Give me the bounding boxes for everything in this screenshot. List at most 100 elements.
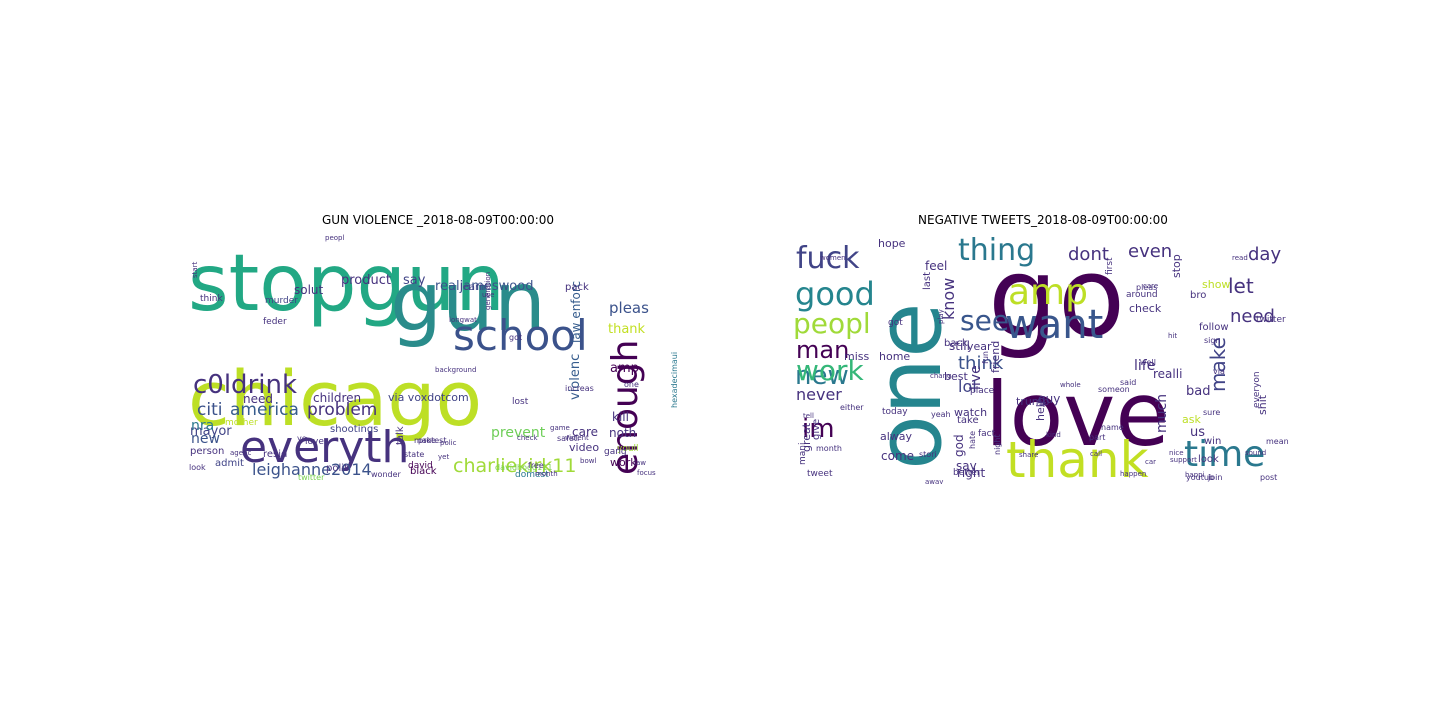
word-cloud-term: someon [1098,385,1130,394]
word-cloud-term: via voxdotcom [388,391,469,404]
word-cloud-term: women [820,254,846,262]
word-cloud-term: bowl [580,457,596,465]
word-cloud-term: back [944,338,968,349]
word-cloud-term: live [968,365,984,390]
word-cloud-term: yeah [931,410,951,419]
word-cloud-term: month [535,470,558,478]
word-cloud-term: let [1228,274,1254,298]
word-cloud-term: around [1126,290,1158,300]
word-cloud-term: whole [1060,381,1081,389]
word-cloud-term: friend [989,341,1002,373]
word-cloud-term: everyth [240,422,409,473]
word-cloud-term: peopl [325,234,344,242]
word-cloud-term: via [1213,367,1225,376]
word-cloud-term: safeti [557,434,579,443]
word-cloud-term: charliekirk11 [453,455,576,477]
word-cloud-term: gang [604,447,627,457]
word-cloud-term: youll [617,444,639,454]
word-cloud-term: pleas [1136,283,1157,292]
word-cloud-term: never [796,385,842,404]
word-cloud-term: check [517,434,538,442]
word-cloud-term: david [408,461,433,471]
word-cloud-term: wonder [371,470,402,479]
word-cloud-term: peopl [793,307,871,340]
word-cloud-term: know [939,278,958,320]
word-cloud-term: background [435,366,476,374]
word-cloud-term: love [305,437,324,447]
word-cloud-term: polit [326,463,348,474]
word-cloud-term: ye [297,434,307,443]
word-cloud-term: twitter [298,473,325,482]
word-cloud-term: year [967,340,992,353]
word-cloud-term: need [243,392,273,406]
word-cloud-term: think [958,353,1004,374]
word-cloud-term: mayor [190,424,232,439]
word-cloud-term: feel [925,259,947,273]
word-cloud-term: make [1206,337,1230,392]
word-cloud-term: solut [294,283,324,297]
word-cloud-term: call [1090,450,1102,458]
word-cloud-term: kind [1046,431,1061,439]
word-cloud-term: show [1202,278,1230,291]
word-cloud-term: name [1101,423,1124,432]
word-cloud-term: best [944,370,968,383]
word-cloud-term: alway [880,430,913,443]
word-cloud-term: talk [395,426,406,445]
word-cloud-term: work [796,354,865,387]
word-cloud-term: enough [605,340,646,475]
word-cloud-term: stori [919,450,937,459]
word-cloud-term: im [802,414,835,444]
word-cloud-term: one [857,303,962,470]
word-cloud-term: mother [225,418,258,428]
word-cloud-term: either [840,403,864,412]
word-cloud-term: polic [440,439,457,447]
word-cloud-term: pleas [609,299,649,317]
word-cloud-term: hope [878,237,906,250]
word-cloud-term: man [796,336,849,364]
word-cloud-term: guy [1038,392,1060,406]
word-cloud-term: day [1248,244,1281,265]
word-cloud-term: night [993,434,1002,455]
word-cloud-term: want [1005,302,1103,348]
word-cloud-term: amp [610,361,639,376]
word-cloud-term: follow [1199,322,1229,333]
word-cloud-term: say [403,273,426,288]
word-cloud-term: fact [978,429,996,439]
word-cloud-term: god [952,434,966,457]
word-cloud-term: great [800,422,813,452]
word-cloud-term: last [922,272,933,290]
word-cloud-term: make [414,436,436,445]
word-cloud-term: said [1120,378,1136,387]
word-cloud-term: got [509,333,522,342]
word-cloud-term: thank [1006,431,1149,484]
word-cloud-term: time [1184,434,1265,475]
word-cloud-term: play [937,309,945,324]
word-cloud-term: say [956,459,977,473]
word-cloud-term: everyon [1252,371,1262,408]
word-cloud-term: check [1129,302,1162,315]
word-cloud-term: post [1260,473,1277,482]
word-cloud-term: chicago [188,354,482,443]
word-cloud-term: right [957,466,985,480]
word-cloud-term: citi [197,400,222,420]
word-cloud-term: yet [438,453,449,461]
word-cloud-term: part [1089,433,1105,442]
word-cloud-term: noth [609,426,636,440]
word-cloud-term: life [1134,358,1155,374]
word-cloud-term: love [985,363,1170,466]
word-cloud-term: trump [1016,395,1050,408]
word-cloud-term: one [624,380,639,389]
word-cloud-term: hit [1168,332,1177,340]
word-cloud-term: away [925,478,943,484]
word-cloud-term: fun [981,351,990,364]
word-cloud-term: got [888,318,903,328]
word-cloud-term: bad [1186,384,1210,399]
word-cloud-term: work [610,456,637,469]
word-cloud-term: nice [1169,449,1184,457]
word-cloud-term: realli [1153,367,1182,381]
word-cloud-term: agenc [230,449,251,457]
word-cloud-term: us [1190,425,1205,440]
word-cloud-term: start [191,261,199,278]
word-cloud-term: lol [958,377,977,396]
